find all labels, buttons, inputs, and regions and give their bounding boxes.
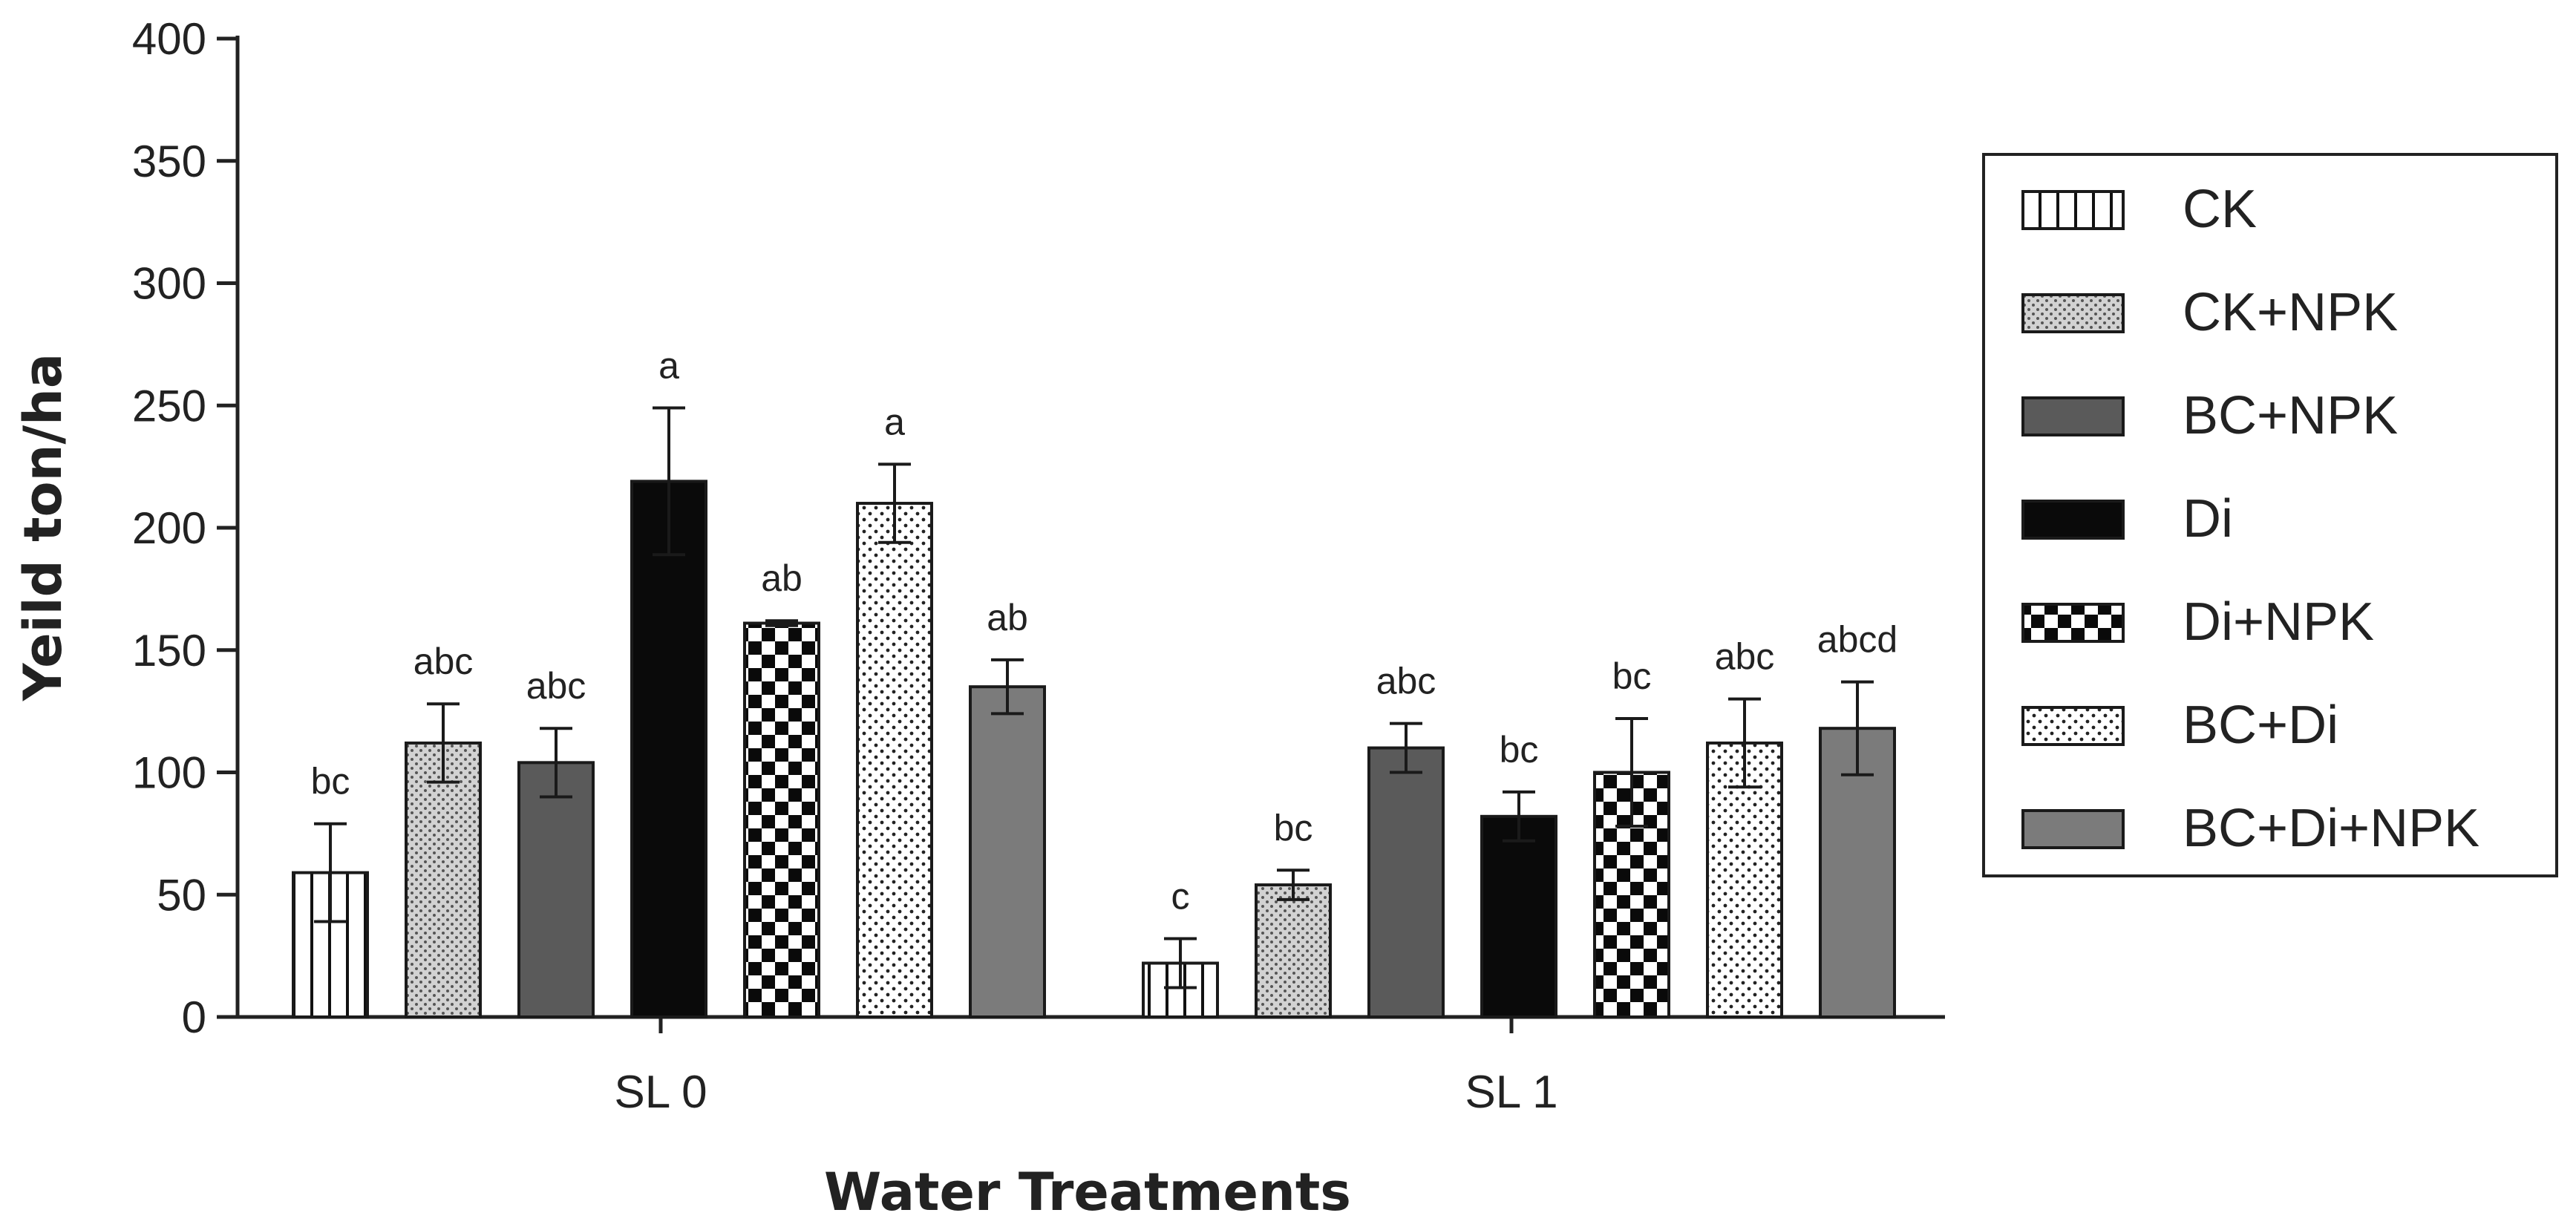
legend-swatch xyxy=(2021,190,2125,230)
legend-swatch xyxy=(2021,500,2125,540)
bar xyxy=(630,480,707,1018)
bars xyxy=(292,406,1896,1019)
significance-label: ab xyxy=(987,597,1028,638)
y-tick-label: 150 xyxy=(132,626,206,675)
legend: CK CK+NPK BC+NPK Di Di+NPK BC+Di BC+Di+NPK xyxy=(1982,153,2558,877)
significance-label: abc xyxy=(1376,661,1436,702)
bar xyxy=(1819,727,1896,1018)
y-tick-label: 50 xyxy=(157,870,206,920)
y-tick-label: 100 xyxy=(132,748,206,798)
y-tick-label: 400 xyxy=(132,14,206,64)
significance-label: abc xyxy=(526,665,586,707)
legend-swatch xyxy=(2021,603,2125,643)
bar xyxy=(1706,741,1783,1019)
x-axis-title: Water Treatments xyxy=(824,1162,1351,1223)
bar xyxy=(856,502,933,1018)
y-tick-label: 350 xyxy=(132,137,206,186)
y-tick-label: 300 xyxy=(132,259,206,309)
legend-swatch xyxy=(2021,809,2125,849)
legend-label: Di xyxy=(2183,489,2233,549)
legend-label: BC+Di+NPK xyxy=(2183,799,2479,858)
bar xyxy=(743,621,820,1018)
significance-label: a xyxy=(884,401,905,442)
significance-label: bc xyxy=(1612,655,1652,697)
legend-label: BC+NPK xyxy=(2183,386,2398,445)
bar xyxy=(1255,883,1332,1018)
significance-label: abcd xyxy=(1817,619,1897,661)
significance-label: abc xyxy=(1715,636,1775,678)
bar xyxy=(969,685,1046,1018)
legend-swatch xyxy=(2021,706,2125,746)
bar xyxy=(1480,814,1557,1019)
legend-label: Di+NPK xyxy=(2183,592,2374,652)
significance-label: c xyxy=(1171,876,1190,917)
legend-label: CK+NPK xyxy=(2183,283,2398,342)
bar xyxy=(405,741,482,1019)
significance-label: bc xyxy=(1500,729,1539,771)
bar xyxy=(517,761,595,1018)
y-axis-title: Yeild ton/ha xyxy=(13,353,73,701)
significance-label: a xyxy=(658,345,679,387)
legend-label: BC+Di xyxy=(2183,696,2338,755)
x-category-label-sl1: SL 1 xyxy=(1465,1067,1557,1118)
significance-label: abc xyxy=(413,641,474,682)
legend-label: CK xyxy=(2183,180,2257,239)
x-category-label-sl0: SL 0 xyxy=(614,1067,707,1118)
legend-swatch xyxy=(2021,293,2125,333)
y-tick-label: 250 xyxy=(132,381,206,431)
significance-label: bc xyxy=(1274,807,1313,848)
legend-swatch xyxy=(2021,396,2125,436)
significance-label: bc xyxy=(311,761,350,802)
y-tick-label: 0 xyxy=(182,992,206,1042)
axes: 0 50 100 150 200 250 300 350 400 xyxy=(132,14,1945,1042)
bar xyxy=(1367,746,1445,1018)
significance-label: ab xyxy=(761,557,802,599)
y-tick-label: 200 xyxy=(132,503,206,553)
